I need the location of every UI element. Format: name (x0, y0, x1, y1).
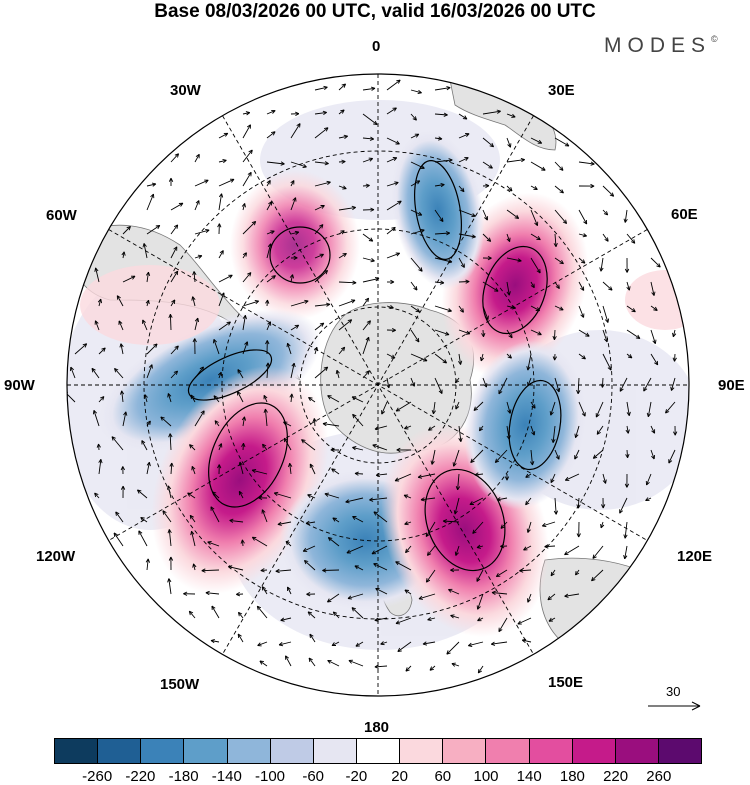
label-lon-90w: 90W (4, 377, 35, 395)
positive-anomaly-75e-weak (625, 270, 705, 330)
label-lon-30w: 30W (170, 82, 201, 100)
colorbar-swatch (228, 739, 271, 763)
colorbar-swatch (400, 739, 443, 763)
reference-vector (648, 702, 700, 710)
colorbar-swatch (486, 739, 529, 763)
label-lon-0: 0 (372, 38, 380, 56)
label-lon-150w: 150W (160, 676, 199, 694)
positive-anomaly-30w (230, 170, 360, 320)
label-lon-120w: 120W (36, 548, 75, 566)
colorbar-swatch (55, 739, 98, 763)
colorbar-swatch (314, 739, 357, 763)
colorbar-swatch (98, 739, 141, 763)
colorbar-swatch (141, 739, 184, 763)
label-lon-150e: 150E (548, 674, 583, 692)
colorbar-swatch (271, 739, 314, 763)
wind-arrow (170, 314, 171, 330)
reference-vector-value: 30 (666, 684, 680, 699)
wind-arrow (322, 570, 339, 571)
label-lon-90e: 90E (718, 377, 745, 395)
colorbar-tick-label: 260 (634, 768, 684, 785)
colorbar-swatch (184, 739, 227, 763)
label-lon-60e: 60E (671, 206, 698, 224)
colorbar-swatch (357, 739, 400, 763)
colorbar-swatch (659, 739, 701, 763)
colorbar-swatch (616, 739, 659, 763)
label-lon-120e: 120E (677, 548, 712, 566)
label-lon-180: 180 (364, 719, 389, 737)
label-lon-30e: 30E (548, 82, 575, 100)
colorbar-swatch (443, 739, 486, 763)
label-lon-60w: 60W (46, 207, 77, 225)
colorbar-swatch (573, 739, 616, 763)
colorbar (54, 738, 702, 764)
colorbar-swatch (530, 739, 573, 763)
